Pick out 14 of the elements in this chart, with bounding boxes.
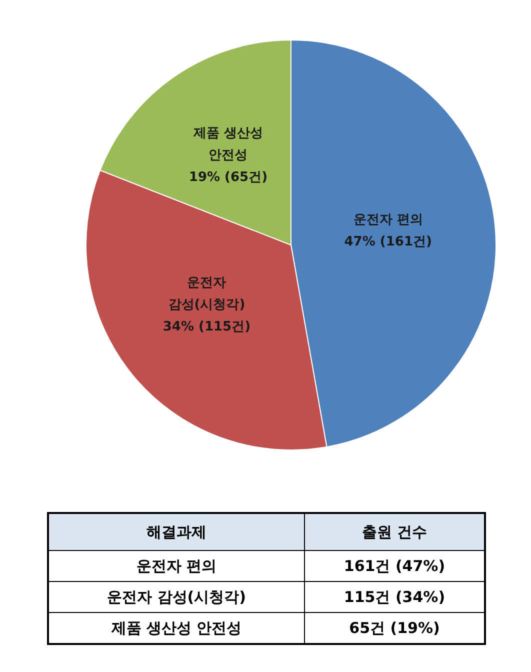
text: 65건 (19%) (304, 612, 485, 644)
slice-label: 제품 생산성 안전성 (192, 126, 263, 163)
text: 161건 (47%) (304, 550, 485, 582)
text: 출원 건수 (304, 513, 485, 550)
data-label: 47% (161건) (344, 234, 432, 250)
data-label: 34% (115건) (162, 320, 251, 335)
data-label: 19% (65건) (188, 170, 268, 185)
slice-label: 운전자 편의 (353, 212, 423, 228)
slice-label: 운전자 감성(시청각) (48, 582, 304, 612)
slice-label: 운전자 감성(시청각) (168, 276, 246, 313)
text: 해결과제 (48, 513, 304, 550)
text: 115건 (34%) (304, 582, 485, 612)
category-label: 제품 생산성 안전성 (111, 618, 242, 636)
category-label: 운전자 편의 (136, 556, 217, 574)
